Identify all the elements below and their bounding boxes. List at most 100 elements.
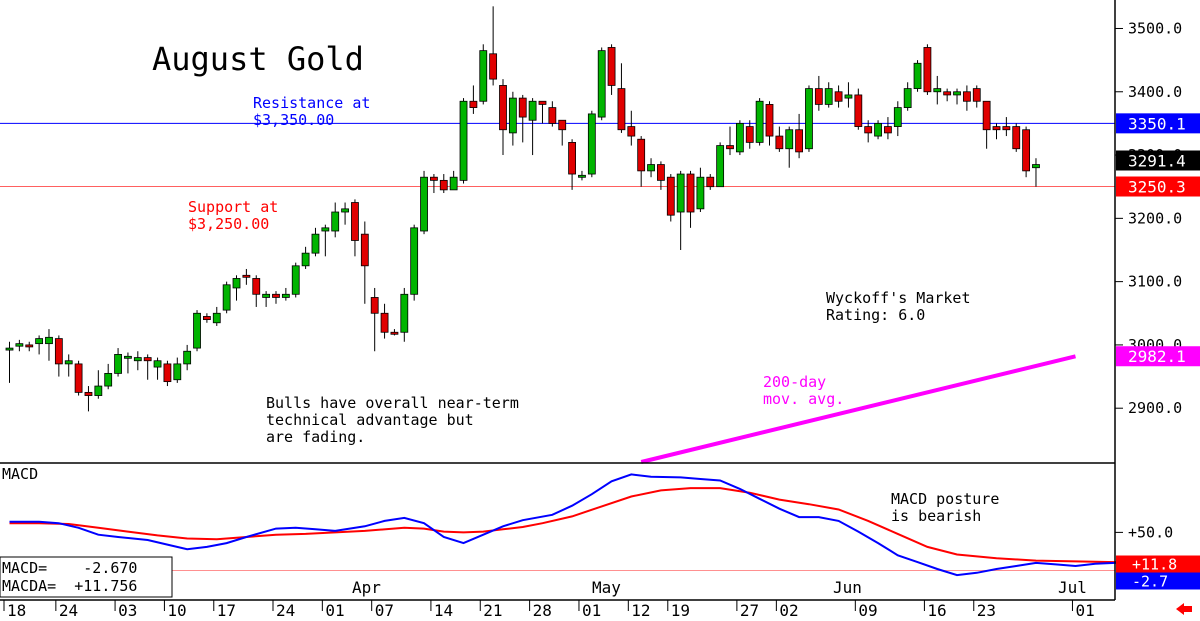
candle-body [676, 173, 685, 213]
candle-body [597, 50, 606, 118]
candle [193, 310, 201, 352]
candle-body [449, 176, 458, 191]
macd-value-label: +11.8 [1116, 555, 1200, 574]
candle [321, 224, 330, 257]
macd-tick-label: +50.0 [1128, 523, 1173, 541]
price-tick-label: 3200.0 [1128, 209, 1182, 227]
candle-body [755, 100, 764, 143]
candle [262, 291, 271, 307]
macd-panel: MACD MACD posture is bearish MACD= -2.670… [0, 465, 1200, 598]
candle [1022, 126, 1031, 178]
candle [962, 85, 971, 111]
candle-body [183, 350, 192, 365]
annotation-line: mov. avg. [763, 390, 844, 408]
candle [331, 202, 340, 238]
candle-body [587, 113, 596, 175]
candle [528, 98, 537, 156]
candle [637, 136, 646, 187]
candle-body [232, 278, 241, 289]
candle-body [311, 233, 320, 254]
moving-average-200-line [640, 354, 1076, 464]
scroll-arrow-icon[interactable] [1176, 603, 1192, 615]
candle [64, 354, 73, 377]
candle-body [390, 331, 399, 335]
candle [439, 174, 448, 194]
candle-body [943, 91, 952, 96]
price-tick-label: 2900.0 [1128, 399, 1182, 417]
annotation-line: Resistance at [253, 94, 370, 112]
candle [795, 113, 803, 159]
candle [272, 291, 280, 304]
candle [765, 101, 774, 146]
candle [844, 82, 853, 108]
candle-body [706, 176, 715, 188]
moving-average-annotation: 200-day mov. avg. [763, 373, 844, 408]
candle [657, 161, 665, 190]
candle [913, 60, 922, 92]
candle [1012, 123, 1021, 152]
candle-body [805, 88, 813, 150]
date-tick-label: 17 [217, 601, 236, 620]
wyckoff-rating-annotation: Wyckoff's Market Rating: 6.0 [826, 289, 971, 324]
candle [25, 341, 34, 352]
candle-body [35, 338, 44, 345]
candle [124, 352, 132, 374]
date-tick-label: 14 [434, 601, 453, 620]
candle [360, 221, 369, 304]
level-label-text: 3250.3 [1128, 178, 1186, 197]
macd-axis-labels: +50.0 +11.8-2.7 [1115, 523, 1200, 591]
candle-body [370, 297, 379, 314]
candle [489, 6, 498, 86]
candle-body [301, 252, 310, 267]
candle-body [528, 100, 537, 121]
candle-body [666, 176, 675, 216]
candle [775, 126, 784, 152]
candle [982, 100, 991, 149]
price-tick-label: 3400.0 [1128, 83, 1182, 101]
candle [607, 44, 616, 95]
macd-line [9, 473, 1200, 577]
annotation-line: Wyckoff's Market [826, 289, 971, 307]
annotation-line: $3,250.00 [188, 215, 269, 233]
candle-body [765, 104, 774, 137]
candle-body [321, 227, 330, 232]
bulls-annotation: Bulls have overall near-term technical ad… [266, 394, 519, 446]
candle [627, 110, 636, 146]
candle [558, 119, 567, 146]
candle-body [193, 312, 201, 349]
candle [311, 227, 320, 257]
candle-body [735, 123, 744, 153]
level-label-text: 2982.1 [1128, 347, 1186, 366]
candle-body [351, 202, 359, 241]
date-tick-label: 27 [740, 601, 759, 620]
candle [202, 313, 211, 323]
candle [745, 120, 754, 149]
candle-body [913, 62, 922, 90]
price-level-labels: 3350.1 3291.4 3250.3 2982.1 [1116, 113, 1200, 367]
candle [351, 199, 359, 257]
candle [953, 88, 961, 105]
candle-body [933, 88, 942, 93]
candle-body [785, 129, 794, 150]
macd-value-text: +11.8 [1132, 556, 1177, 574]
date-tick-label: 23 [977, 601, 996, 620]
candle [341, 202, 349, 225]
candle-body [558, 119, 567, 131]
candle-body [54, 338, 63, 365]
candle [854, 88, 863, 130]
candle [884, 117, 892, 140]
candle-body [153, 360, 162, 368]
candle-body [538, 100, 547, 105]
annotation-line: Rating: 6.0 [826, 306, 925, 324]
candle-body [607, 47, 616, 86]
candle [755, 98, 764, 146]
candle-body [439, 179, 448, 191]
candle-body [114, 354, 122, 374]
candle-body [133, 357, 142, 362]
date-tick-label: 28 [533, 601, 552, 620]
level-label-ma: 2982.1 [1116, 346, 1200, 367]
macd-panel-title: MACD [2, 465, 38, 483]
month-labels: Apr May Jun Jul [352, 578, 1087, 597]
macd-value-box [1116, 555, 1200, 573]
candle-body [795, 129, 803, 153]
